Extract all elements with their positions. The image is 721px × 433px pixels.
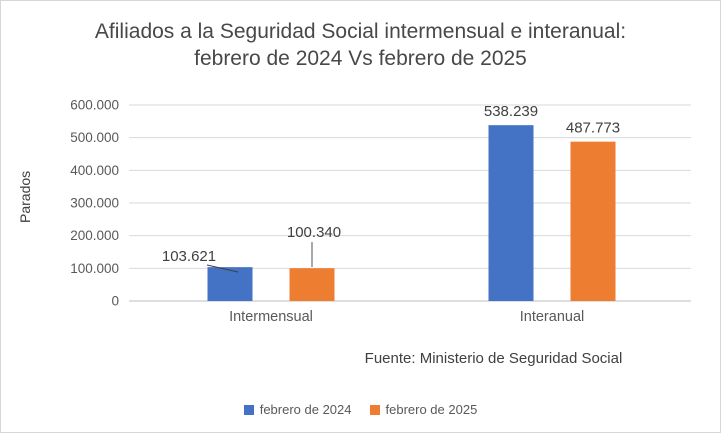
y-tick-label: 300.000 [70, 196, 119, 211]
y-tick-label: 200.000 [70, 228, 119, 243]
legend-item: febrero de 2025 [369, 402, 478, 417]
data-label: 103.621 [162, 248, 216, 265]
y-tick-label: 400.000 [70, 163, 119, 178]
data-label: 487.773 [566, 120, 620, 137]
bar-series0-intermensual [207, 267, 253, 301]
legend-label: febrero de 2024 [259, 402, 352, 417]
x-category-label: Intermensual [229, 309, 313, 325]
legend-label: febrero de 2025 [385, 402, 478, 417]
bar-series0-interanual [488, 125, 534, 301]
chart-title: Afiliados a la Seguridad Social intermen… [94, 20, 627, 70]
bar-series1-intermensual [289, 268, 335, 301]
source-text: Fuente: Ministerio de Seguridad Social [364, 350, 623, 367]
data-label: 538.239 [484, 103, 538, 120]
legend: febrero de 2024 febrero de 2025 [1, 402, 720, 417]
legend-swatch [243, 404, 254, 415]
legend-item: febrero de 2024 [243, 402, 352, 417]
y-tick-label: 0 [111, 294, 119, 309]
bar-series1-interanual [570, 141, 616, 301]
y-tick-label: 600.000 [70, 98, 119, 113]
legend-swatch [369, 404, 380, 415]
data-label: 100.340 [287, 224, 341, 241]
x-category-label: Interanual [520, 309, 585, 325]
y-tick-label: 100.000 [70, 261, 119, 276]
label-leader-line [206, 264, 239, 273]
y-tick-label: 500.000 [70, 130, 119, 145]
